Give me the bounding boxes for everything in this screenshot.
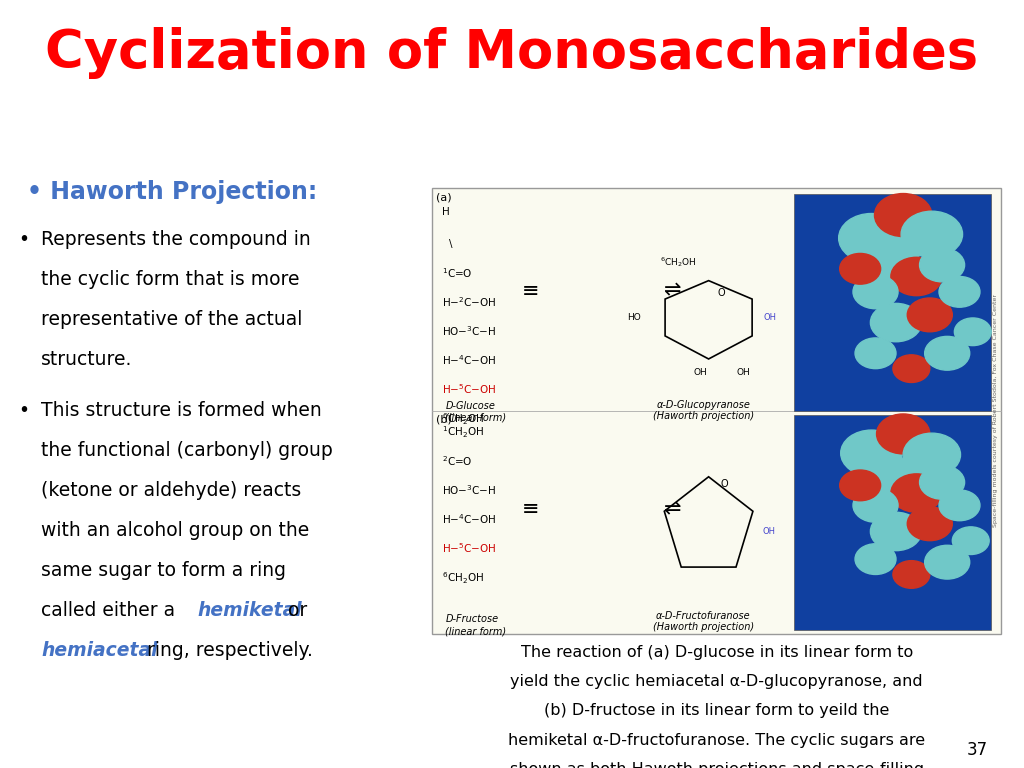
Circle shape	[862, 240, 920, 283]
Circle shape	[907, 507, 952, 541]
Circle shape	[870, 303, 922, 342]
Circle shape	[925, 545, 970, 579]
Text: the cyclic form that is more: the cyclic form that is more	[41, 270, 299, 290]
Circle shape	[939, 276, 980, 307]
Text: $^1$CH$_2$OH: $^1$CH$_2$OH	[442, 425, 484, 440]
Text: HO$-^{3}$C$-$H: HO$-^{3}$C$-$H	[442, 324, 497, 338]
Text: ≡: ≡	[521, 280, 540, 300]
Text: ⇌: ⇌	[664, 499, 682, 519]
Circle shape	[939, 490, 980, 521]
Text: $^6$CH$_2$OH: $^6$CH$_2$OH	[659, 255, 696, 269]
Text: D-Glucose
(linear form): D-Glucose (linear form)	[445, 402, 507, 423]
Circle shape	[920, 248, 965, 282]
Text: H$-^{5}$C$-$OH: H$-^{5}$C$-$OH	[442, 382, 497, 396]
Text: OH: OH	[693, 369, 707, 377]
Circle shape	[903, 433, 961, 476]
Circle shape	[840, 253, 881, 284]
Text: H: H	[442, 207, 451, 217]
Text: α-D-Fructofuranose
(Haworth projection): α-D-Fructofuranose (Haworth projection)	[653, 611, 754, 632]
Text: OH: OH	[736, 369, 751, 377]
Text: $^2$C=O: $^2$C=O	[442, 454, 473, 468]
Text: HO$-^3$C$-$H: HO$-^3$C$-$H	[442, 483, 497, 497]
Circle shape	[877, 414, 930, 454]
Circle shape	[907, 298, 952, 332]
Circle shape	[870, 512, 922, 551]
Text: ring, respectively.: ring, respectively.	[141, 641, 313, 660]
FancyBboxPatch shape	[794, 194, 991, 411]
Text: shown as both Hawoth projections and space-filling: shown as both Hawoth projections and spa…	[510, 762, 924, 768]
Circle shape	[893, 561, 930, 588]
Circle shape	[840, 470, 881, 501]
Text: ≡: ≡	[521, 499, 540, 519]
Text: hemiacetal: hemiacetal	[41, 641, 158, 660]
Text: with an alcohol group on the: with an alcohol group on the	[41, 521, 309, 540]
Text: ⇌: ⇌	[664, 280, 682, 300]
Text: H$-^5$C$-$OH: H$-^5$C$-$OH	[442, 541, 497, 555]
Text: D-Fructose
(linear form): D-Fructose (linear form)	[445, 614, 507, 636]
Text: •: •	[18, 401, 30, 420]
Circle shape	[893, 355, 930, 382]
Text: yield the cyclic hemiacetal α-D-glucopyranose, and: yield the cyclic hemiacetal α-D-glucopyr…	[511, 674, 923, 690]
Circle shape	[891, 474, 942, 512]
FancyBboxPatch shape	[794, 415, 991, 630]
Text: •: •	[18, 230, 30, 250]
Text: OH: OH	[763, 313, 776, 322]
Text: H$-^{4}$C$-$OH: H$-^{4}$C$-$OH	[442, 353, 497, 367]
Text: $^{1}$C=O: $^{1}$C=O	[442, 266, 473, 280]
Text: representative of the actual: representative of the actual	[41, 310, 302, 329]
Circle shape	[891, 257, 942, 296]
Text: (b): (b)	[436, 415, 452, 425]
Text: hemiketal: hemiketal	[198, 601, 302, 620]
Text: or: or	[282, 601, 307, 620]
Text: H$-^{2}$C$-$OH: H$-^{2}$C$-$OH	[442, 295, 497, 309]
Circle shape	[954, 318, 991, 346]
Circle shape	[901, 211, 963, 257]
Text: α-D-Glucopyranose
(Haworth projection): α-D-Glucopyranose (Haworth projection)	[653, 399, 754, 422]
Circle shape	[855, 338, 896, 369]
Circle shape	[862, 456, 920, 499]
Text: hemiketal α-D-fructofuranose. The cyclic sugars are: hemiketal α-D-fructofuranose. The cyclic…	[508, 733, 926, 748]
Text: $\backslash$: $\backslash$	[442, 237, 455, 250]
Text: The reaction of (a) D-glucose in its linear form to: The reaction of (a) D-glucose in its lin…	[520, 645, 913, 660]
Circle shape	[839, 214, 904, 263]
Text: (b) D-fructose in its linear form to yeild the: (b) D-fructose in its linear form to yei…	[544, 703, 890, 719]
Text: 37: 37	[967, 741, 988, 759]
Text: Space-filling models courtesy of Robert Stodola, Fox Chase Cancer Center: Space-filling models courtesy of Robert …	[993, 294, 998, 528]
Text: $^6$CH$_2$OH: $^6$CH$_2$OH	[442, 571, 484, 586]
Text: $^{6}$CH$_2$OH: $^{6}$CH$_2$OH	[442, 412, 484, 427]
Text: (a): (a)	[436, 192, 452, 202]
Circle shape	[952, 527, 989, 554]
Text: called either a: called either a	[41, 601, 181, 620]
Circle shape	[853, 488, 898, 522]
Text: H$-^4$C$-$OH: H$-^4$C$-$OH	[442, 512, 497, 526]
Circle shape	[855, 544, 896, 574]
FancyBboxPatch shape	[432, 188, 1001, 634]
Text: O: O	[720, 479, 728, 489]
Circle shape	[841, 430, 902, 476]
Text: the functional (carbonyl) group: the functional (carbonyl) group	[41, 441, 333, 460]
Text: Cyclization of Monosaccharides: Cyclization of Monosaccharides	[45, 27, 979, 79]
Circle shape	[925, 336, 970, 370]
Text: • Haworth Projection:: • Haworth Projection:	[27, 180, 316, 204]
Text: (ketone or aldehyde) reacts: (ketone or aldehyde) reacts	[41, 481, 301, 500]
Circle shape	[853, 275, 898, 309]
Circle shape	[874, 194, 932, 237]
Text: structure.: structure.	[41, 350, 132, 369]
Circle shape	[920, 465, 965, 499]
Text: same sugar to form a ring: same sugar to form a ring	[41, 561, 286, 580]
Text: OH: OH	[762, 527, 775, 536]
Text: HO: HO	[628, 313, 641, 322]
Text: This structure is formed when: This structure is formed when	[41, 401, 322, 420]
Text: Represents the compound in: Represents the compound in	[41, 230, 310, 250]
Text: O: O	[717, 287, 725, 298]
